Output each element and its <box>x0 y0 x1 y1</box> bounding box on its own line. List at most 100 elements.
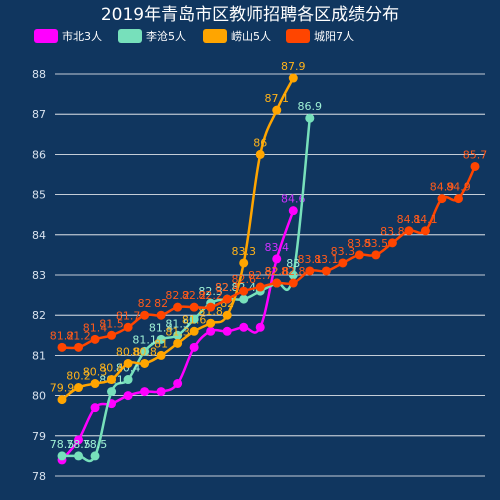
data-point[interactable] <box>74 342 84 352</box>
legend-item[interactable]: 城阳7人 <box>286 29 354 43</box>
series-group: 81.281.281.481.581.782 8282.282.282.282.4… <box>50 148 487 352</box>
legend-label: 崂山5人 <box>231 30 271 43</box>
data-point[interactable] <box>288 206 298 216</box>
data-point[interactable] <box>74 435 84 445</box>
data-label: 81.6 <box>182 313 207 326</box>
data-point[interactable] <box>90 334 100 344</box>
data-label: 81.7 <box>116 309 141 322</box>
data-point[interactable] <box>74 383 84 393</box>
legend-swatch <box>203 29 227 43</box>
data-point[interactable] <box>123 358 133 368</box>
data-point[interactable] <box>288 270 298 280</box>
chart-title: 2019年青岛市区教师招聘各区成绩分布 <box>101 5 399 25</box>
data-point[interactable] <box>189 314 199 324</box>
data-point[interactable] <box>255 282 265 292</box>
legend: 市北3人 李沧5人 崂山5人 城阳7人 <box>34 29 354 43</box>
data-point[interactable] <box>387 238 397 248</box>
data-label: 79.9 <box>50 382 75 395</box>
data-point[interactable] <box>140 387 150 397</box>
data-point[interactable] <box>222 326 232 336</box>
legend-item[interactable]: 市北3人 <box>34 29 102 43</box>
data-point[interactable] <box>123 322 133 332</box>
data-point[interactable] <box>156 387 166 397</box>
data-point[interactable] <box>222 310 232 320</box>
data-point[interactable] <box>57 451 67 461</box>
data-point[interactable] <box>123 391 133 401</box>
data-point[interactable] <box>173 379 183 389</box>
legend-swatch <box>34 29 58 43</box>
data-label: 82 <box>154 297 168 310</box>
y-axis: 78 79 80 81 82 83 84 85 86 87 88 <box>32 68 46 483</box>
data-point[interactable] <box>57 342 67 352</box>
data-point[interactable] <box>173 338 183 348</box>
data-label: 80.8 <box>116 345 141 358</box>
series-line <box>61 77 295 401</box>
data-label: 82.8 <box>265 265 290 278</box>
data-point[interactable] <box>404 226 414 236</box>
data-point[interactable] <box>239 258 249 268</box>
data-point[interactable] <box>288 278 298 288</box>
data-point[interactable] <box>206 326 216 336</box>
data-point[interactable] <box>173 302 183 312</box>
data-point[interactable] <box>239 322 249 332</box>
data-point[interactable] <box>305 113 315 123</box>
data-point[interactable] <box>206 302 216 312</box>
data-label: 82.6 <box>231 273 256 286</box>
data-point[interactable] <box>255 322 265 332</box>
data-point[interactable] <box>255 149 265 159</box>
data-point[interactable] <box>189 342 199 352</box>
data-label: 83.1 <box>314 253 339 266</box>
data-label: 86.9 <box>298 100 323 113</box>
y-tick-label: 84 <box>32 229 46 242</box>
data-point[interactable] <box>437 194 447 204</box>
data-point[interactable] <box>453 194 463 204</box>
data-point[interactable] <box>371 250 381 260</box>
y-tick-label: 87 <box>32 108 46 121</box>
data-point[interactable] <box>338 258 348 268</box>
data-label: 81.5 <box>99 317 124 330</box>
data-point[interactable] <box>107 387 117 397</box>
legend-label: 李沧5人 <box>146 29 186 43</box>
data-point[interactable] <box>239 286 249 296</box>
data-point[interactable] <box>90 379 100 389</box>
legend-item[interactable]: 崂山5人 <box>203 29 271 43</box>
data-point[interactable] <box>140 310 150 320</box>
data-point[interactable] <box>305 266 315 276</box>
data-point[interactable] <box>107 375 117 385</box>
data-point[interactable] <box>321 266 331 276</box>
data-point[interactable] <box>74 451 84 461</box>
data-point[interactable] <box>239 294 249 304</box>
data-point[interactable] <box>272 254 282 264</box>
data-point[interactable] <box>90 451 100 461</box>
data-label: 78.5 <box>83 438 108 451</box>
data-label: 82.2 <box>182 289 207 302</box>
data-point[interactable] <box>189 326 199 336</box>
data-point[interactable] <box>156 350 166 360</box>
data-point[interactable] <box>156 310 166 320</box>
data-point[interactable] <box>288 73 298 83</box>
data-label: 84.1 <box>413 213 438 226</box>
data-point[interactable] <box>189 302 199 312</box>
data-point[interactable] <box>123 375 133 385</box>
y-tick-label: 86 <box>32 148 46 161</box>
data-point[interactable] <box>90 403 100 413</box>
data-point[interactable] <box>156 334 166 344</box>
data-label: 80.2 <box>66 370 91 383</box>
data-point[interactable] <box>420 226 430 236</box>
data-point[interactable] <box>140 358 150 368</box>
data-point[interactable] <box>107 330 117 340</box>
data-point[interactable] <box>470 161 480 171</box>
data-point[interactable] <box>354 250 364 260</box>
data-point[interactable] <box>206 318 216 328</box>
data-label: 80.4 <box>116 362 141 375</box>
data-label: 83.8 <box>380 225 405 238</box>
data-point[interactable] <box>173 330 183 340</box>
plot-area: 83.484.678.578.578.580.180.481.181.481.5… <box>50 60 487 465</box>
data-point[interactable] <box>272 105 282 115</box>
data-point[interactable] <box>272 278 282 288</box>
data-point[interactable] <box>140 346 150 356</box>
data-point[interactable] <box>222 294 232 304</box>
legend-item[interactable]: 李沧5人 <box>118 29 186 43</box>
data-point[interactable] <box>57 395 67 405</box>
